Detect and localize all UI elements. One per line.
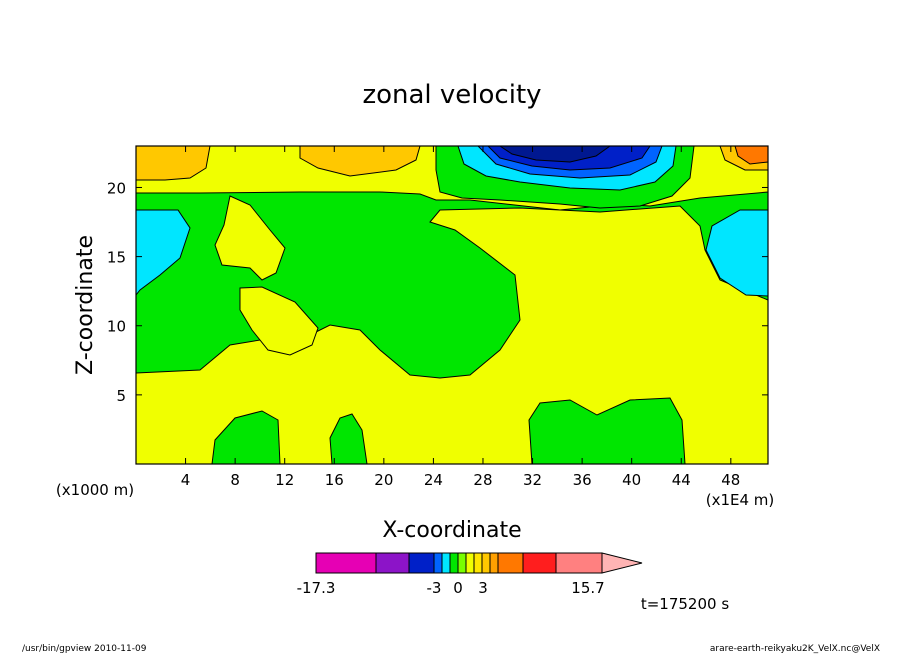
- colorbar-bin: [489, 552, 499, 574]
- y-tick-label: 15: [107, 249, 126, 267]
- x-tick-label: 28: [473, 471, 492, 489]
- y-axis-label: Z-coordinate: [73, 235, 98, 375]
- colorbar-bin: [408, 552, 435, 574]
- colorbar-label: 0: [453, 579, 463, 597]
- colorbar-label: 3: [478, 579, 488, 597]
- colorbar-bin: [465, 552, 475, 574]
- x-tick-label: 40: [622, 471, 641, 489]
- x-tick-label: 4: [181, 471, 191, 489]
- x-tick-label: 44: [672, 471, 691, 489]
- colorbar-bin: [481, 552, 491, 574]
- contour-field: [135, 145, 769, 465]
- colorbar-bin: [555, 552, 603, 574]
- colorbar-label: -3: [427, 579, 442, 597]
- x-tick-label: 32: [523, 471, 542, 489]
- y-tick-label: 5: [116, 387, 126, 405]
- footer-right: arare-earth-reikyaku2K_VelX.nc@VelX: [710, 644, 880, 654]
- x-tick-label: 36: [573, 471, 592, 489]
- x-tick-label: 8: [230, 471, 240, 489]
- colorbar-bin: [315, 552, 377, 574]
- colorbar-bin: [449, 552, 459, 574]
- colorbar-label: 15.7: [571, 579, 604, 597]
- y-tick-label: 20: [107, 179, 126, 197]
- contour-region: [239, 286, 319, 356]
- colorbar-label: -17.3: [297, 579, 336, 597]
- y-axis: 5 10 15 20: [107, 179, 768, 405]
- colorbar-bin: [473, 552, 483, 574]
- contour-region: [214, 195, 286, 281]
- x-axis: 4 8 12 16 20 24 28 32 36 40 44 48: [181, 146, 740, 489]
- colorbar-bin: [522, 552, 557, 574]
- y-tick-label: 10: [107, 318, 126, 336]
- colorbar-bin: [457, 552, 467, 574]
- colorbar-arrow: [601, 552, 643, 574]
- colorbar-bin: [375, 552, 410, 574]
- time-label: t=175200 s: [641, 595, 729, 613]
- colorbar-labels: -17.3 -3 0 3 15.7: [297, 579, 605, 597]
- x-axis-label: X-coordinate: [382, 518, 521, 543]
- footer-left: /usr/bin/gpview 2010-11-09: [22, 644, 147, 654]
- x-tick-label: 24: [424, 471, 443, 489]
- x-tick-label: 48: [721, 471, 740, 489]
- contour-region: [299, 145, 421, 177]
- x-scale-note: (x1E4 m): [706, 491, 775, 509]
- contour-region: [528, 397, 686, 465]
- contour-region: [705, 209, 769, 297]
- x-tick-label: 12: [275, 471, 294, 489]
- colorbar-bin: [441, 552, 451, 574]
- x-tick-label: 16: [325, 471, 344, 489]
- x-tick-label: 20: [374, 471, 393, 489]
- colorbar-bin: [433, 552, 443, 574]
- y-scale-note: (x1000 m): [56, 481, 134, 499]
- plot-frame: [135, 145, 769, 465]
- colorbar: [315, 552, 643, 574]
- chart-title: zonal velocity: [362, 80, 541, 110]
- colorbar-bin: [497, 552, 524, 574]
- contour-region: [135, 209, 191, 297]
